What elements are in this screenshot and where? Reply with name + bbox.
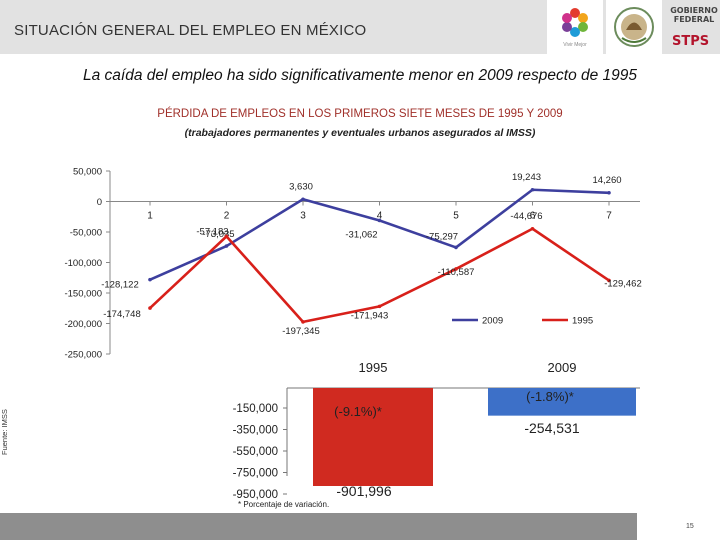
y-tick-label: 50,000 [73, 167, 102, 178]
data-label-1995: -57,183 [196, 226, 228, 237]
data-point-2009 [607, 191, 611, 195]
data-label-1995: -171,943 [351, 310, 389, 321]
y-tick-label: -100,000 [64, 258, 102, 269]
y-tick-label: -50,000 [70, 228, 102, 239]
bar-y-tick-label: -150,000 [233, 403, 278, 415]
national-seal-logo [606, 0, 662, 54]
footer-page-box [637, 513, 720, 540]
bar-2009 [488, 388, 636, 416]
y-tick-label: -200,000 [64, 319, 102, 330]
x-tick-label: 7 [606, 211, 612, 222]
data-label-2009: 14,260 [592, 175, 621, 186]
gobierno-federal-label: GOBIERNO FEDERAL [668, 6, 720, 24]
bar-y-tick-label: -750,000 [233, 468, 278, 480]
bar-pct-label: (-1.8%)* [526, 389, 574, 404]
gobierno-text: GOBIERNO [670, 6, 718, 15]
bar-1995 [313, 388, 433, 486]
data-point-2009 [454, 245, 458, 250]
source-label: Fuente: IMSS [0, 409, 9, 455]
x-tick-label: 3 [300, 211, 306, 222]
chart-subtitle: (trabajadores permanentes y eventuales u… [184, 127, 536, 139]
footer-bar [0, 513, 637, 540]
data-label-1995: -174,748 [103, 309, 141, 320]
bar-pct-label: (-9.1%)* [334, 404, 382, 419]
vivir-mejor-logo [547, 0, 603, 54]
legend-label-2009: 2009 [482, 316, 503, 327]
bar-category-label: 2009 [548, 360, 577, 375]
bar-value-label: -254,531 [524, 420, 579, 436]
page-title: SITUACIÓN GENERAL DEL EMPLEO EN MÉXICO [14, 22, 367, 39]
slide-subtitle: La caída del empleo ha sido significativ… [82, 67, 638, 84]
data-point-2009 [301, 197, 305, 202]
data-label-2009: 19,243 [512, 172, 541, 183]
data-point-2009 [530, 187, 535, 192]
y-tick-label: 0 [97, 197, 102, 208]
data-point-2009 [224, 244, 229, 248]
data-point-2009 [148, 277, 152, 282]
page-number: 15 [686, 523, 694, 530]
bar-category-label: 1995 [359, 360, 388, 375]
data-point-1995 [530, 226, 535, 231]
data-point-1995 [224, 234, 229, 239]
chart-title: PÉRDIDA DE EMPLEOS EN LOS PRIMEROS SIETE… [157, 108, 563, 120]
federal-text: FEDERAL [673, 15, 715, 24]
x-tick-label: 5 [453, 211, 459, 222]
data-point-1995 [377, 304, 382, 309]
data-label-2009: 3,630 [289, 181, 313, 192]
data-point-2009 [377, 218, 382, 223]
x-tick-label: 4 [377, 211, 383, 222]
stps-text: STPS [672, 34, 710, 49]
x-tick-label: 6 [530, 211, 536, 222]
vivir-mejor-label: Vivir Mejor [563, 42, 587, 48]
bar-y-tick-label: -350,000 [233, 425, 278, 437]
data-label-1995: -129,462 [604, 278, 642, 289]
eagle-seal-icon [614, 7, 654, 47]
bar-y-tick-label: -550,000 [233, 446, 278, 458]
data-label-1995: -44,676 [510, 211, 542, 222]
data-label-1995: -110,587 [438, 267, 475, 278]
x-tick-label: 2 [224, 211, 230, 222]
data-label-2009: -128,122 [101, 280, 139, 291]
data-label-2009: -75,297 [426, 231, 458, 242]
data-label-1995: -197,345 [282, 326, 320, 337]
bar-value-label: -901,996 [336, 483, 391, 499]
data-label-2009: -31,062 [345, 229, 377, 240]
data-point-1995 [148, 306, 152, 310]
footnote: * Porcentaje de variación. [238, 500, 330, 509]
legend-label-1995: 1995 [572, 316, 593, 327]
y-tick-label: -250,000 [64, 350, 102, 361]
data-point-1995 [607, 278, 611, 283]
y-tick-label: -150,000 [64, 289, 102, 300]
bar-y-tick-label: -950,000 [233, 489, 278, 501]
data-label-2009: -73,035 [202, 229, 234, 240]
employment-chart: 50,000 0 -50,000 -100,000 -150,000 -200,000 -2… [64, 167, 642, 502]
x-tick-label: 1 [147, 211, 153, 222]
data-point-1995 [454, 267, 458, 271]
data-point-1995 [301, 320, 305, 324]
flower-icon [562, 8, 588, 37]
